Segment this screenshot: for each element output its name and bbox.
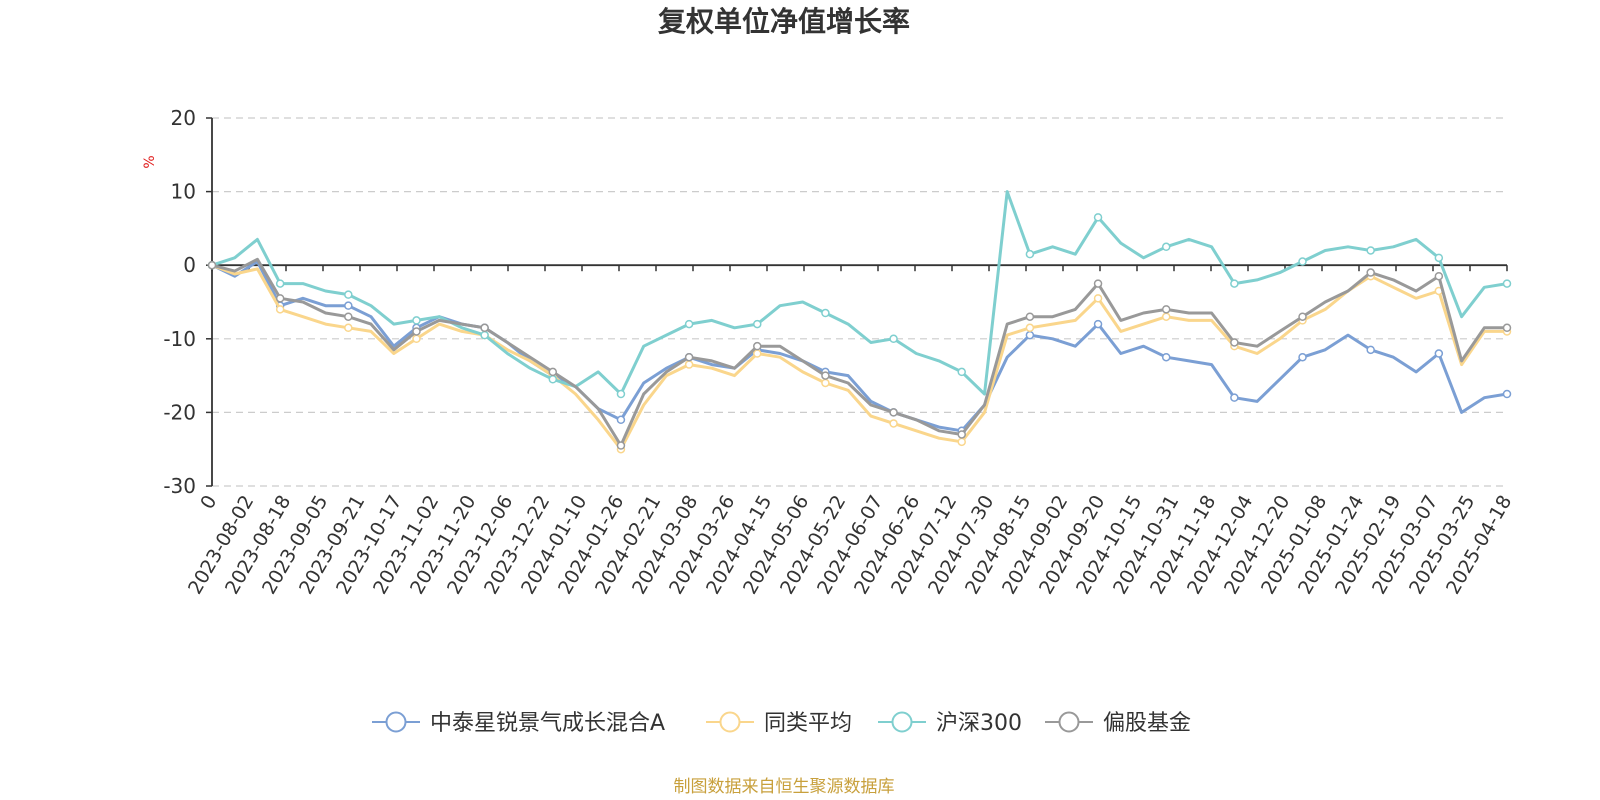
series-point xyxy=(821,378,830,388)
series-point xyxy=(1366,345,1375,355)
series-line-2 xyxy=(211,190,1508,396)
series-point xyxy=(548,375,558,384)
series-point xyxy=(1025,330,1035,340)
series-point xyxy=(1298,257,1307,266)
series-point xyxy=(1434,271,1444,281)
series-point xyxy=(1093,294,1103,303)
y-axis-unit: % xyxy=(142,155,158,168)
series-point xyxy=(412,316,421,325)
y-tick-label: -20 xyxy=(163,400,196,424)
axes xyxy=(206,117,1508,487)
series-point xyxy=(1025,323,1035,333)
series-point xyxy=(1502,389,1512,399)
series-point xyxy=(275,279,285,288)
series-point xyxy=(275,305,285,314)
series-point xyxy=(753,319,762,329)
source-note: 制图数据来自恒生聚源数据库 xyxy=(674,777,895,797)
series-point xyxy=(344,290,353,299)
legend-item-label[interactable]: 中泰星锐景气成长混合A xyxy=(430,711,665,736)
y-tick-label: 0 xyxy=(183,253,196,277)
series-point xyxy=(1161,242,1171,252)
x-tick-labels: 02023-08-022023-08-182023-09-052023-09-2… xyxy=(184,492,1516,599)
series-point xyxy=(889,334,898,344)
y-tick-labels: 20 10 0 -10 -20 -30 xyxy=(163,106,196,498)
series-point xyxy=(480,323,489,333)
series-point xyxy=(957,430,966,439)
series-point xyxy=(753,349,762,358)
series-point xyxy=(1161,305,1171,314)
series-point xyxy=(1161,352,1171,362)
series-point xyxy=(957,437,966,447)
series-line-3 xyxy=(211,257,1507,447)
series-point xyxy=(821,308,830,318)
legend-marker xyxy=(385,711,407,733)
series-point xyxy=(1025,249,1035,259)
series-point xyxy=(1434,349,1444,358)
series-point xyxy=(275,294,285,303)
series-point xyxy=(1230,393,1239,402)
y-tick-label: -10 xyxy=(163,327,196,351)
series-point xyxy=(1230,279,1239,288)
series-line-1 xyxy=(211,263,1507,451)
legend-marker xyxy=(1058,711,1080,733)
series-point xyxy=(548,367,558,377)
legend-item-label[interactable]: 沪深300 xyxy=(936,711,1022,736)
y-tick-label: -30 xyxy=(163,474,196,498)
series-point xyxy=(1502,279,1512,288)
series-point xyxy=(1502,323,1512,333)
series-point xyxy=(207,260,217,270)
series-point xyxy=(616,441,626,450)
series-point xyxy=(1298,352,1307,362)
series-point xyxy=(616,415,626,425)
series-point xyxy=(1298,312,1307,321)
series-point xyxy=(1434,253,1444,263)
series-point xyxy=(1093,213,1103,222)
legend-marker xyxy=(719,711,741,733)
series-point xyxy=(412,334,421,344)
series-point xyxy=(1093,279,1103,288)
series-point xyxy=(344,312,353,321)
series-point xyxy=(344,323,353,333)
series-point xyxy=(1366,268,1375,277)
series-point xyxy=(753,341,762,351)
series-point xyxy=(1366,246,1375,255)
series-point xyxy=(957,367,966,377)
series-point xyxy=(1093,319,1103,329)
series-line-0 xyxy=(211,260,1508,433)
series-point xyxy=(821,371,830,380)
chart-title: 复权单位净值增长率 xyxy=(658,5,910,38)
y-tick-label: 10 xyxy=(171,180,196,204)
series-point xyxy=(412,327,421,336)
series-point xyxy=(1025,312,1035,321)
legend[interactable]: 中泰星锐景气成长混合A 同类平均 沪深300 偏股基金 xyxy=(372,711,1191,736)
series-point xyxy=(684,319,694,329)
legend-marker xyxy=(891,711,913,733)
y-tick-label: 20 xyxy=(171,106,196,130)
series-point xyxy=(684,352,694,362)
legend-item-label[interactable]: 同类平均 xyxy=(764,711,852,736)
series-point xyxy=(889,408,898,417)
series-point xyxy=(344,301,353,310)
series-lines xyxy=(207,190,1512,454)
series-point xyxy=(1161,312,1171,321)
series-point xyxy=(684,360,694,369)
legend-item-label[interactable]: 偏股基金 xyxy=(1103,711,1191,736)
gridlines xyxy=(212,117,1507,487)
series-point xyxy=(480,330,489,340)
series-point xyxy=(1230,338,1239,347)
series-point xyxy=(616,389,626,399)
x-tick-label: 0 xyxy=(196,492,221,513)
series-point xyxy=(889,419,898,428)
